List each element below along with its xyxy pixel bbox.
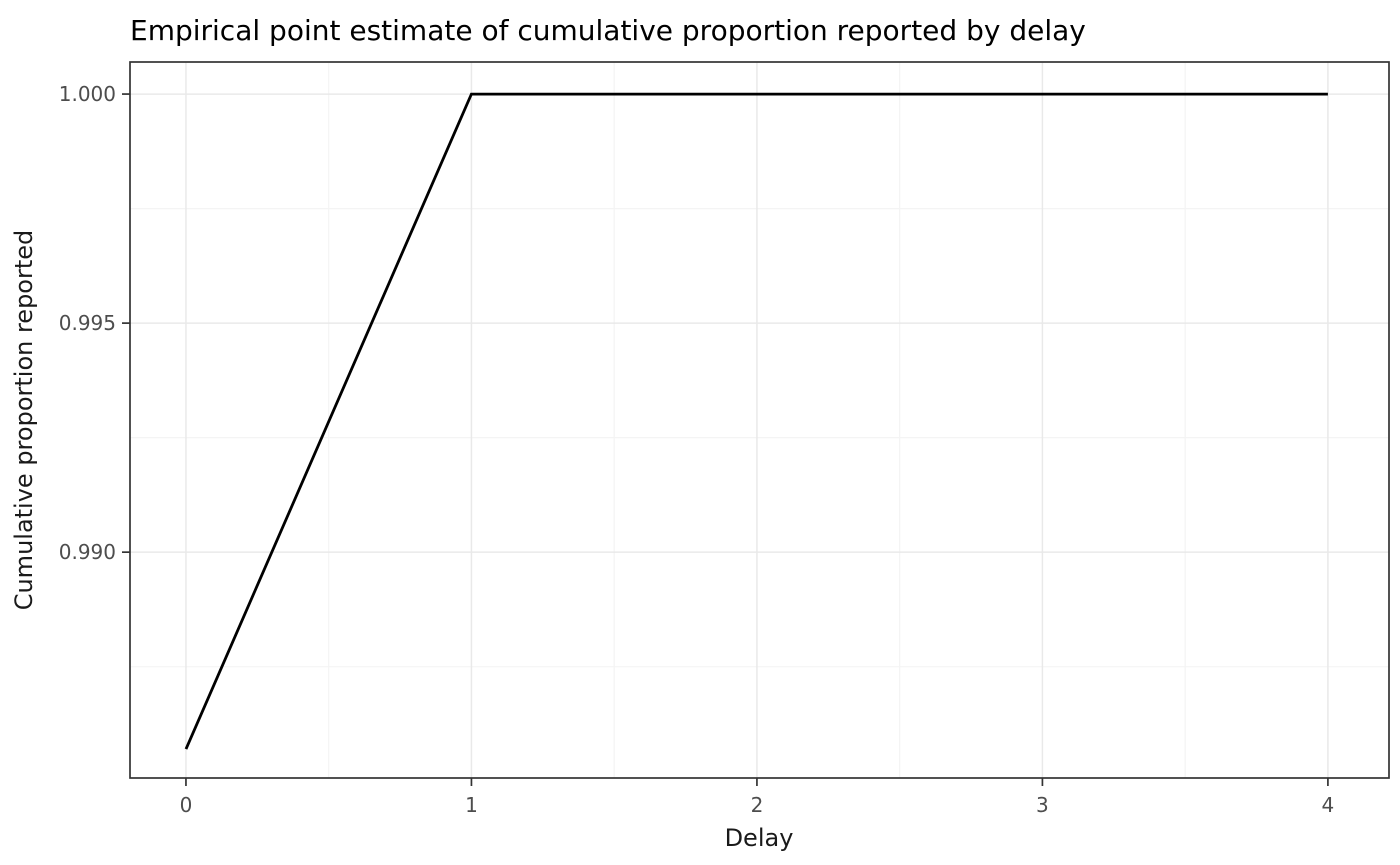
- x-tick-label: 4: [1322, 793, 1335, 817]
- panel-background: [130, 62, 1389, 778]
- y-tick-label: 0.990: [59, 540, 116, 564]
- plot-layer: 0 1 2 3 4 1.000 0.995 0.990: [59, 61, 1390, 817]
- y-axis-title: Cumulative proportion reported: [10, 230, 38, 611]
- panel-border: [129, 61, 1390, 779]
- y-tick-label: 1.000: [59, 82, 116, 106]
- data-line: [184, 92, 1328, 750]
- y-tick-label: 0.995: [59, 311, 116, 335]
- x-tick-label: 0: [180, 793, 193, 817]
- chart-title: Empirical point estimate of cumulative p…: [130, 14, 1086, 47]
- x-tick-label: 1: [465, 793, 478, 817]
- x-tick-label: 2: [751, 793, 764, 817]
- x-tick-label: 3: [1036, 793, 1049, 817]
- x-axis-title: Delay: [725, 824, 794, 852]
